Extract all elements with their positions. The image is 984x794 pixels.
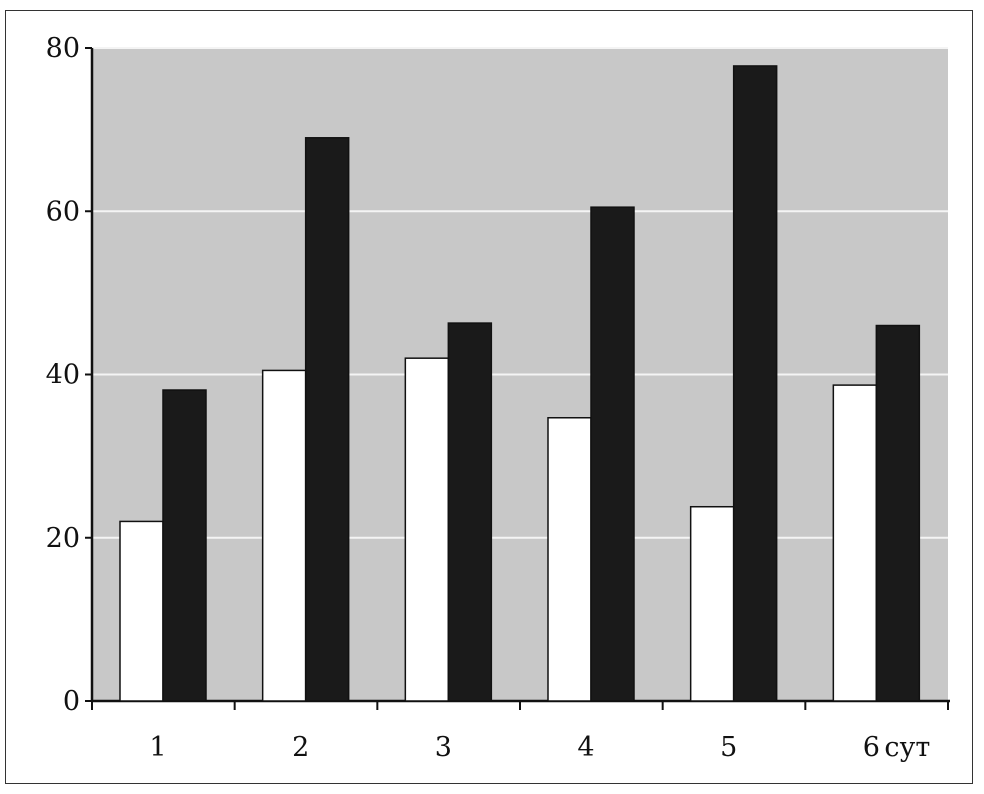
bar-series-1 [261, 369, 307, 702]
x-unit-label: сут [884, 732, 930, 763]
x-tick-label: 2 [292, 732, 309, 763]
bar-series-2 [162, 389, 207, 702]
bar-series-1 [119, 520, 164, 702]
y-tick-label: 20 [46, 523, 80, 554]
x-tick-label: 3 [435, 732, 452, 763]
bar-series-2 [590, 206, 635, 702]
y-tick-label: 40 [46, 360, 80, 391]
chart-frame [5, 10, 973, 784]
bar-series-2 [732, 65, 778, 702]
bar-series-1 [547, 417, 592, 702]
bar-series-2 [304, 137, 350, 702]
bar-series-1 [832, 384, 878, 702]
x-tick-label: 6 [863, 732, 880, 763]
x-tick-label: 5 [720, 732, 737, 763]
y-tick-label: 80 [46, 33, 80, 64]
bar-series-1 [689, 505, 735, 702]
y-tick-label: 0 [63, 686, 80, 717]
bar-series-1 [404, 357, 450, 702]
bar-series-2 [447, 322, 493, 702]
x-tick-label: 4 [577, 732, 594, 763]
bar-series-2 [875, 324, 921, 702]
x-tick-label: 1 [149, 732, 166, 763]
y-tick-label: 60 [46, 196, 80, 227]
